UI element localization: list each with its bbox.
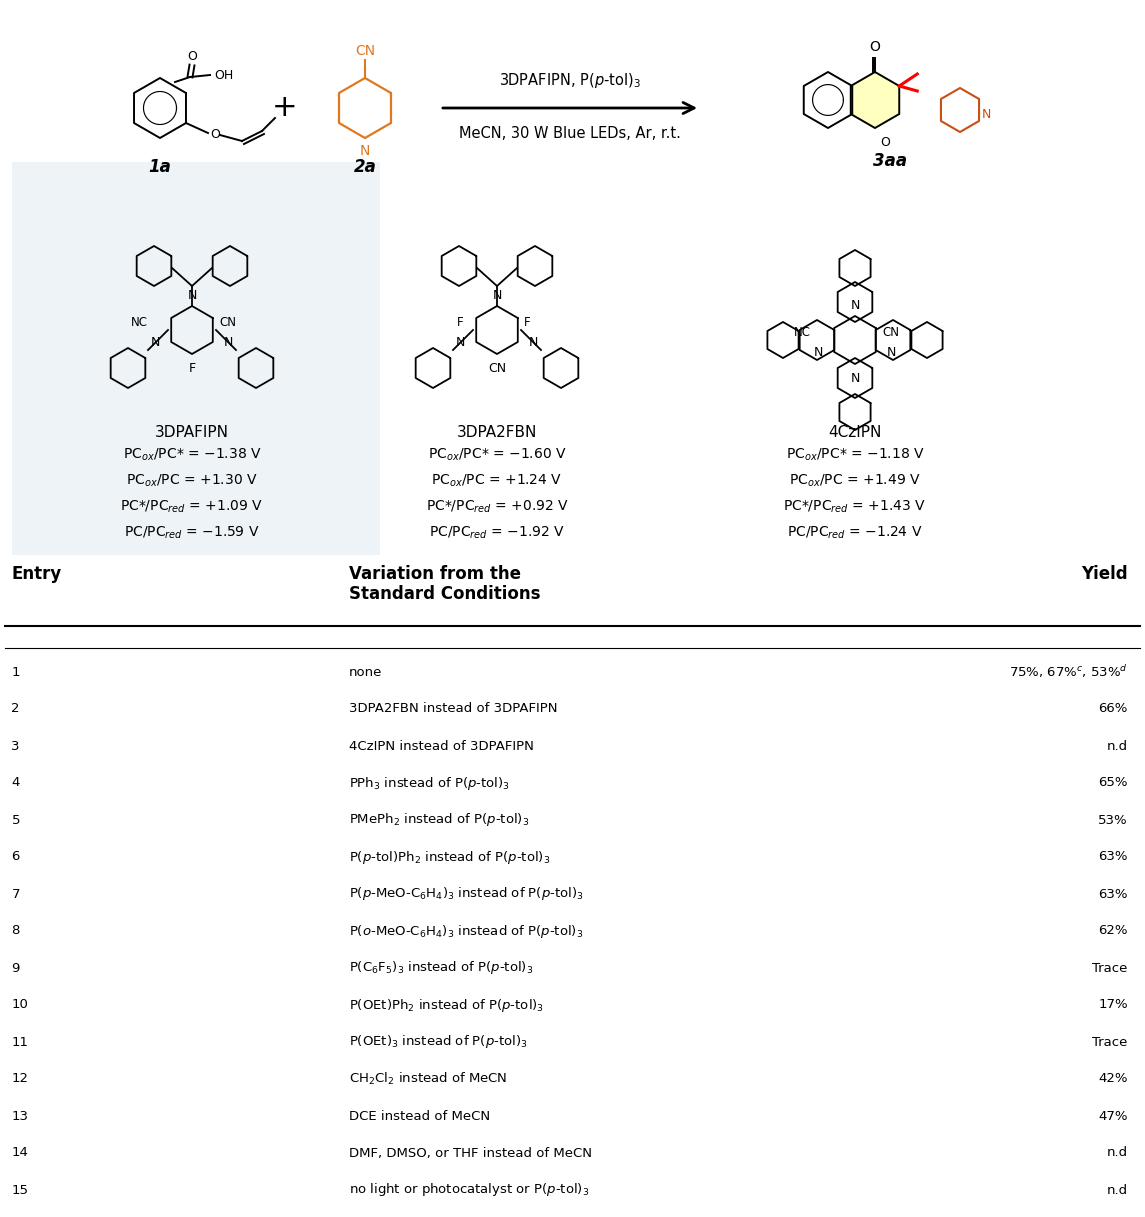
Text: P(OEt)$_3$ instead of P($p$-tol)$_3$: P(OEt)$_3$ instead of P($p$-tol)$_3$	[349, 1033, 528, 1050]
Text: O: O	[210, 129, 220, 141]
Text: OH: OH	[214, 68, 234, 82]
Text: N: N	[456, 336, 465, 348]
Text: 53%: 53%	[1098, 813, 1128, 826]
Bar	[11, 162, 380, 555]
Text: 7: 7	[11, 887, 19, 901]
Text: CN: CN	[882, 325, 899, 338]
Text: 4CzIPN: 4CzIPN	[828, 425, 882, 441]
Text: PC/PC$_{red}$ = −1.92 V: PC/PC$_{red}$ = −1.92 V	[429, 525, 564, 542]
Text: 3DPA2FBN instead of 3DPAFIPN: 3DPA2FBN instead of 3DPAFIPN	[349, 702, 558, 716]
Text: 66%: 66%	[1098, 702, 1128, 716]
Text: 2a: 2a	[354, 158, 377, 176]
Text: no light or photocatalyst or P($p$-tol)$_3$: no light or photocatalyst or P($p$-tol)$…	[349, 1182, 590, 1199]
Text: 42%: 42%	[1098, 1072, 1128, 1086]
Text: 1a: 1a	[149, 158, 172, 176]
Text: 17%: 17%	[1098, 998, 1128, 1011]
Text: PC*/PC$_{red}$ = +0.92 V: PC*/PC$_{red}$ = +0.92 V	[426, 499, 568, 516]
Text: NC: NC	[793, 325, 811, 338]
Text: Variation from the: Variation from the	[349, 565, 521, 583]
Text: O: O	[869, 40, 881, 54]
Text: PC$_{ox}$/PC* = −1.38 V: PC$_{ox}$/PC* = −1.38 V	[123, 447, 261, 464]
Text: 12: 12	[11, 1072, 29, 1086]
Text: P($p$-MeO-C$_6$H$_4$)$_3$ instead of P($p$-tol)$_3$: P($p$-MeO-C$_6$H$_4$)$_3$ instead of P($…	[349, 886, 584, 903]
Text: CH$_2$Cl$_2$ instead of MeCN: CH$_2$Cl$_2$ instead of MeCN	[349, 1071, 507, 1087]
Text: N: N	[887, 346, 897, 359]
Text: 47%: 47%	[1098, 1110, 1128, 1122]
Text: F: F	[457, 315, 463, 329]
Text: O: O	[881, 136, 890, 148]
Text: Trace: Trace	[1092, 1036, 1128, 1049]
Text: Entry: Entry	[11, 565, 62, 583]
Text: O: O	[187, 50, 197, 63]
Text: CN: CN	[488, 361, 506, 375]
Text: 4CzIPN instead of 3DPAFIPN: 4CzIPN instead of 3DPAFIPN	[349, 740, 534, 752]
Text: PC$_{ox}$/PC* = −1.60 V: PC$_{ox}$/PC* = −1.60 V	[427, 447, 567, 464]
Polygon shape	[851, 72, 899, 128]
Text: CN: CN	[219, 315, 236, 329]
Text: PC$_{ox}$/PC = +1.49 V: PC$_{ox}$/PC = +1.49 V	[789, 473, 921, 489]
Text: 3DPA2FBN: 3DPA2FBN	[457, 425, 537, 441]
Text: n.d: n.d	[1107, 1146, 1128, 1160]
Text: 63%: 63%	[1098, 887, 1128, 901]
Text: 6: 6	[11, 851, 19, 864]
Text: 75%, 67%$^c$, 53%$^d$: 75%, 67%$^c$, 53%$^d$	[1009, 663, 1128, 680]
Text: 8: 8	[11, 925, 19, 937]
Text: 1: 1	[11, 666, 19, 679]
Text: PPh$_3$ instead of P($p$-tol)$_3$: PPh$_3$ instead of P($p$-tol)$_3$	[349, 774, 510, 791]
Text: 3DPAFIPN, P($p$-tol)$_3$: 3DPAFIPN, P($p$-tol)$_3$	[499, 71, 641, 90]
Text: P(C$_6$F$_5$)$_3$ instead of P($p$-tol)$_3$: P(C$_6$F$_5$)$_3$ instead of P($p$-tol)$…	[349, 959, 534, 976]
Text: F: F	[524, 315, 530, 329]
Text: PC*/PC$_{red}$ = +1.09 V: PC*/PC$_{red}$ = +1.09 V	[120, 499, 263, 516]
Text: N: N	[814, 346, 823, 359]
Text: DCE instead of MeCN: DCE instead of MeCN	[349, 1110, 490, 1122]
Text: N: N	[360, 144, 370, 158]
Text: n.d: n.d	[1107, 1183, 1128, 1196]
Text: DMF, DMSO, or THF instead of MeCN: DMF, DMSO, or THF instead of MeCN	[349, 1146, 592, 1160]
Text: CN: CN	[355, 44, 376, 58]
Text: Trace: Trace	[1092, 961, 1128, 975]
Text: 62%: 62%	[1098, 925, 1128, 937]
Text: N: N	[188, 288, 197, 302]
Text: N: N	[151, 336, 160, 348]
Text: N: N	[224, 336, 234, 348]
Text: PC*/PC$_{red}$ = +1.43 V: PC*/PC$_{red}$ = +1.43 V	[783, 499, 926, 516]
Text: P($o$-MeO-C$_6$H$_4$)$_3$ instead of P($p$-tol)$_3$: P($o$-MeO-C$_6$H$_4$)$_3$ instead of P($…	[349, 922, 584, 940]
Text: PC/PC$_{red}$ = −1.59 V: PC/PC$_{red}$ = −1.59 V	[125, 525, 260, 542]
Text: none: none	[349, 666, 382, 679]
Text: 3DPAFIPN: 3DPAFIPN	[155, 425, 229, 441]
Text: n.d: n.d	[1107, 740, 1128, 752]
Text: Yield: Yield	[1081, 565, 1128, 583]
Text: 3aa: 3aa	[872, 152, 907, 170]
Text: PC$_{ox}$/PC* = −1.18 V: PC$_{ox}$/PC* = −1.18 V	[785, 447, 924, 464]
Text: 4: 4	[11, 776, 19, 790]
Text: 10: 10	[11, 998, 29, 1011]
Text: N: N	[851, 372, 860, 385]
Text: 3: 3	[11, 740, 19, 752]
Text: +: +	[273, 94, 298, 123]
Text: 5: 5	[11, 813, 19, 826]
Text: P(OEt)Ph$_2$ instead of P($p$-tol)$_3$: P(OEt)Ph$_2$ instead of P($p$-tol)$_3$	[349, 997, 544, 1014]
Text: N: N	[529, 336, 538, 348]
Text: 14: 14	[11, 1146, 29, 1160]
Text: PC/PC$_{red}$ = −1.24 V: PC/PC$_{red}$ = −1.24 V	[788, 525, 923, 542]
Text: N: N	[982, 108, 992, 122]
Text: N: N	[851, 299, 860, 312]
Text: P($p$-tol)Ph$_2$ instead of P($p$-tol)$_3$: P($p$-tol)Ph$_2$ instead of P($p$-tol)$_…	[349, 848, 551, 865]
Text: Standard Conditions: Standard Conditions	[349, 585, 540, 602]
Text: F: F	[189, 361, 196, 375]
Text: 11: 11	[11, 1036, 29, 1049]
Text: 2: 2	[11, 702, 19, 716]
Text: MeCN, 30 W Blue LEDs, Ar, r.t.: MeCN, 30 W Blue LEDs, Ar, r.t.	[459, 127, 681, 141]
Text: 13: 13	[11, 1110, 29, 1122]
Text: 15: 15	[11, 1183, 29, 1196]
Text: PC$_{ox}$/PC = +1.24 V: PC$_{ox}$/PC = +1.24 V	[432, 473, 562, 489]
Text: 63%: 63%	[1098, 851, 1128, 864]
Text: NC: NC	[131, 315, 148, 329]
Text: PC$_{ox}$/PC = +1.30 V: PC$_{ox}$/PC = +1.30 V	[126, 473, 258, 489]
Text: 65%: 65%	[1098, 776, 1128, 790]
Text: PMePh$_2$ instead of P($p$-tol)$_3$: PMePh$_2$ instead of P($p$-tol)$_3$	[349, 812, 530, 829]
Text: 9: 9	[11, 961, 19, 975]
Text: N: N	[492, 288, 502, 302]
